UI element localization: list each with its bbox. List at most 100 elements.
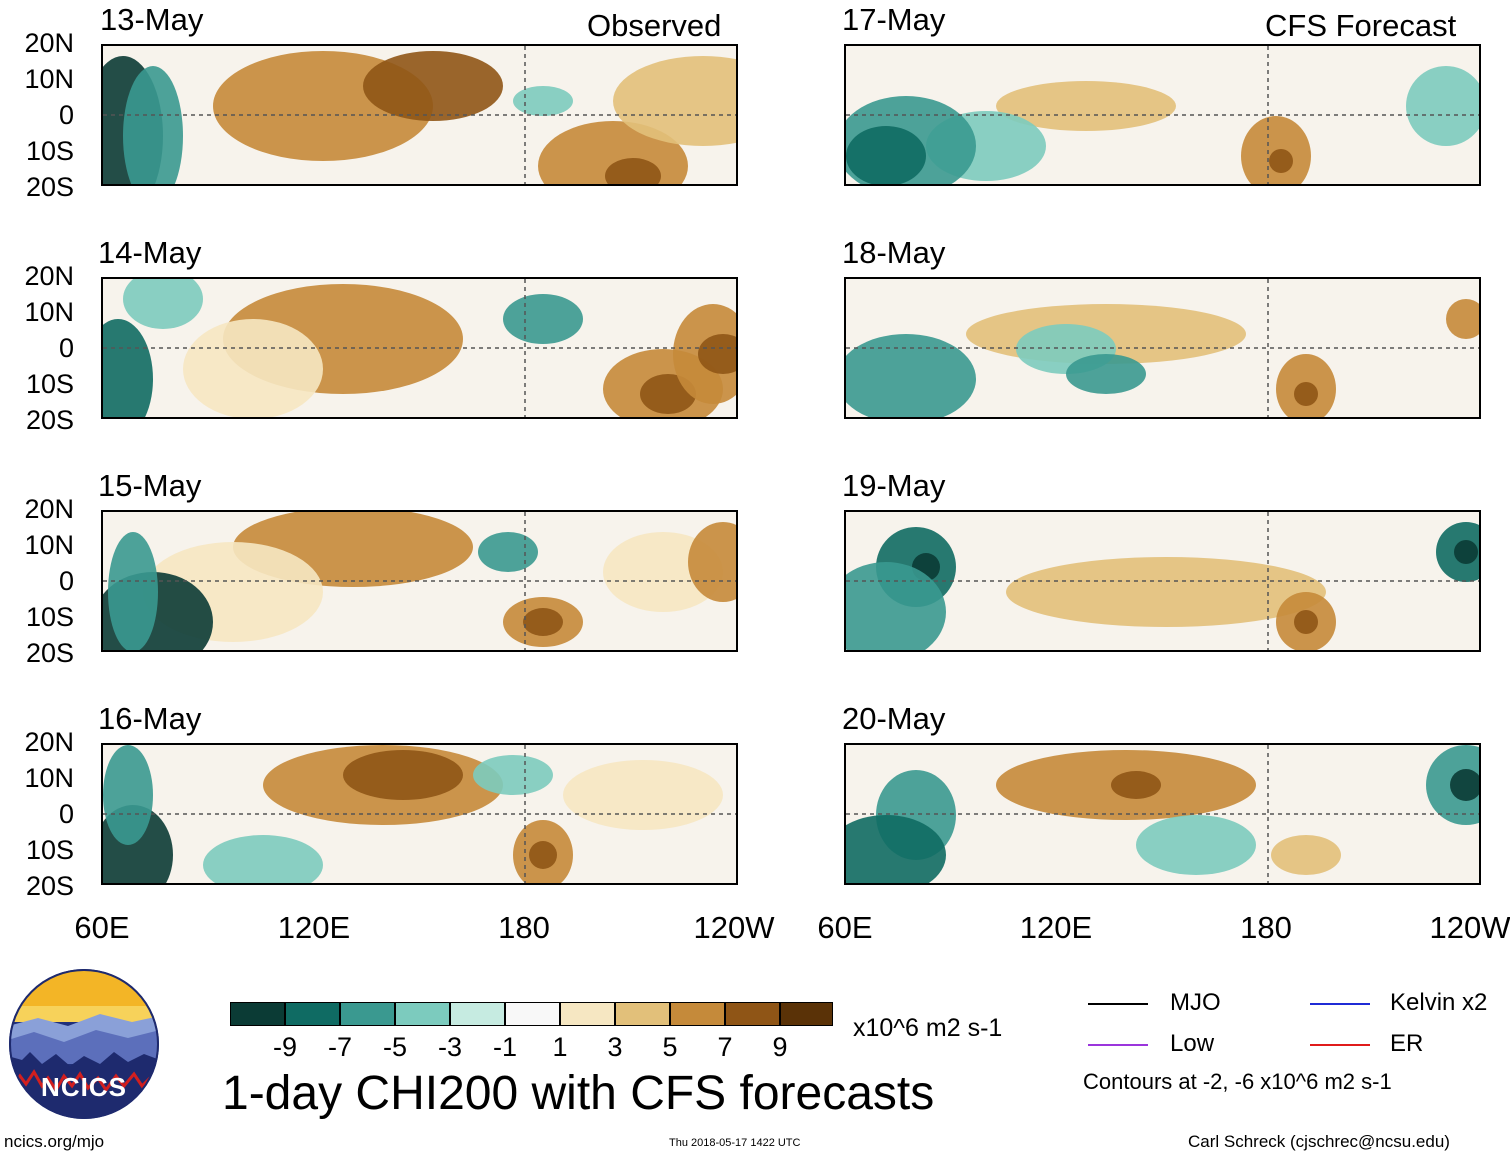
field-blob xyxy=(846,562,946,650)
colorbar-tick: 1 xyxy=(552,1032,568,1062)
legend-swatch-low xyxy=(1088,1044,1148,1046)
field-shading xyxy=(103,745,736,883)
colorbar-box xyxy=(395,1002,450,1026)
field-blob xyxy=(343,750,463,800)
forecast-header: CFS Forecast xyxy=(1265,8,1457,43)
colorbar-box xyxy=(560,1002,615,1026)
colorbar-box xyxy=(780,1002,833,1026)
field-blob xyxy=(473,755,553,795)
field-blob xyxy=(996,81,1176,131)
field-shading xyxy=(846,46,1479,184)
lat-label: 10N xyxy=(24,64,74,94)
field-blob xyxy=(1269,149,1293,173)
field-blob xyxy=(846,334,976,417)
field-shading xyxy=(103,279,736,417)
colorbar-tick: 5 xyxy=(662,1032,678,1062)
lon-label: 120E xyxy=(277,910,351,945)
map-panel xyxy=(844,510,1481,652)
colorbar-box xyxy=(285,1002,340,1026)
lat-label: 0 xyxy=(58,799,74,829)
field-blob xyxy=(1136,815,1256,875)
lat-label: 10S xyxy=(25,835,74,865)
panel-date-label: 18-May xyxy=(842,235,946,270)
footer-credit: Carl Schreck (cjschrec@ncsu.edu) xyxy=(1188,1132,1450,1151)
colorbar-box xyxy=(670,1002,725,1026)
colorbar-box xyxy=(615,1002,670,1026)
field-blob xyxy=(1241,116,1311,184)
colorbar-tick: 7 xyxy=(717,1032,733,1062)
field-blob xyxy=(1294,382,1318,406)
field-blob xyxy=(1454,540,1478,564)
map-panel xyxy=(844,44,1481,186)
panel-date-label: 13-May xyxy=(100,2,204,37)
colorbar-tick: -9 xyxy=(272,1032,298,1062)
logo-text: NCICS xyxy=(41,1072,127,1102)
panel-date-label: 15-May xyxy=(98,468,202,503)
lat-label: 20N xyxy=(24,261,74,291)
lat-label: 0 xyxy=(58,566,74,596)
colorbar-box xyxy=(505,1002,560,1026)
field-blob xyxy=(846,815,946,883)
field-shading xyxy=(103,512,736,650)
colorbar-units: x10^6 m2 s-1 xyxy=(853,1014,1003,1042)
legend-label-low: Low xyxy=(1170,1030,1215,1057)
colorbar-tick: -3 xyxy=(437,1032,463,1062)
lat-label: 20N xyxy=(24,727,74,757)
lat-label: 20N xyxy=(24,494,74,524)
field-blob xyxy=(1294,610,1318,634)
legend-swatch-kelvin xyxy=(1310,1003,1370,1005)
panel-date-label: 19-May xyxy=(842,468,946,503)
lat-label: 20S xyxy=(25,638,74,668)
map-panel xyxy=(101,510,738,652)
lat-label: 0 xyxy=(58,333,74,363)
field-blob xyxy=(123,66,183,184)
colorbar-tick: -1 xyxy=(492,1032,518,1062)
lat-label: 20S xyxy=(25,405,74,435)
field-shading xyxy=(846,512,1479,650)
field-blob xyxy=(1446,299,1479,339)
ncics-logo: NCICS xyxy=(8,968,160,1120)
map-panel xyxy=(101,743,738,885)
legend-swatch-er xyxy=(1310,1044,1370,1046)
field-blob xyxy=(523,608,563,636)
observed-header: Observed xyxy=(587,8,722,43)
colorbar-box xyxy=(725,1002,780,1026)
contour-note: Contours at -2, -6 x10^6 m2 s-1 xyxy=(1083,1069,1392,1094)
field-blob xyxy=(1271,835,1341,875)
panel-date-label: 16-May xyxy=(98,701,202,736)
field-blob xyxy=(503,294,583,344)
lat-label: 10N xyxy=(24,297,74,327)
colorbar-tick: -7 xyxy=(327,1032,353,1062)
panel-date-label: 14-May xyxy=(98,235,202,270)
panel-date-label: 17-May xyxy=(842,2,946,37)
lon-label: 180 xyxy=(1240,910,1292,945)
lon-label: 180 xyxy=(498,910,550,945)
field-blob xyxy=(529,841,557,869)
field-blob xyxy=(183,319,323,417)
legend-label-er: ER xyxy=(1390,1030,1424,1057)
field-blob xyxy=(103,319,153,417)
lon-label: 60E xyxy=(817,910,873,945)
panel-date-label: 20-May xyxy=(842,701,946,736)
field-blob xyxy=(613,56,736,146)
lat-label: 10S xyxy=(25,602,74,632)
lon-label: 120E xyxy=(1019,910,1093,945)
lon-label: 120W xyxy=(1429,910,1510,945)
colorbar-tick: 3 xyxy=(607,1032,623,1062)
field-blob xyxy=(123,279,203,329)
field-blob xyxy=(1111,771,1161,799)
chart-title: 1-day CHI200 with CFS forecasts xyxy=(222,1067,935,1120)
field-blob xyxy=(363,51,503,121)
footer-url[interactable]: ncics.org/mjo xyxy=(4,1132,105,1151)
lat-label: 10N xyxy=(24,763,74,793)
field-blob xyxy=(108,532,158,650)
lon-label: 120W xyxy=(693,910,775,945)
field-shading xyxy=(846,279,1479,417)
colorbar-tick: 9 xyxy=(772,1032,788,1062)
legend-label-mjo: MJO xyxy=(1170,989,1221,1016)
colorbar-box xyxy=(230,1002,285,1026)
lat-label: 20S xyxy=(25,871,74,901)
lat-label: 10N xyxy=(24,530,74,560)
legend-label-kelvin: Kelvin x2 xyxy=(1390,989,1488,1016)
field-shading xyxy=(103,46,736,184)
